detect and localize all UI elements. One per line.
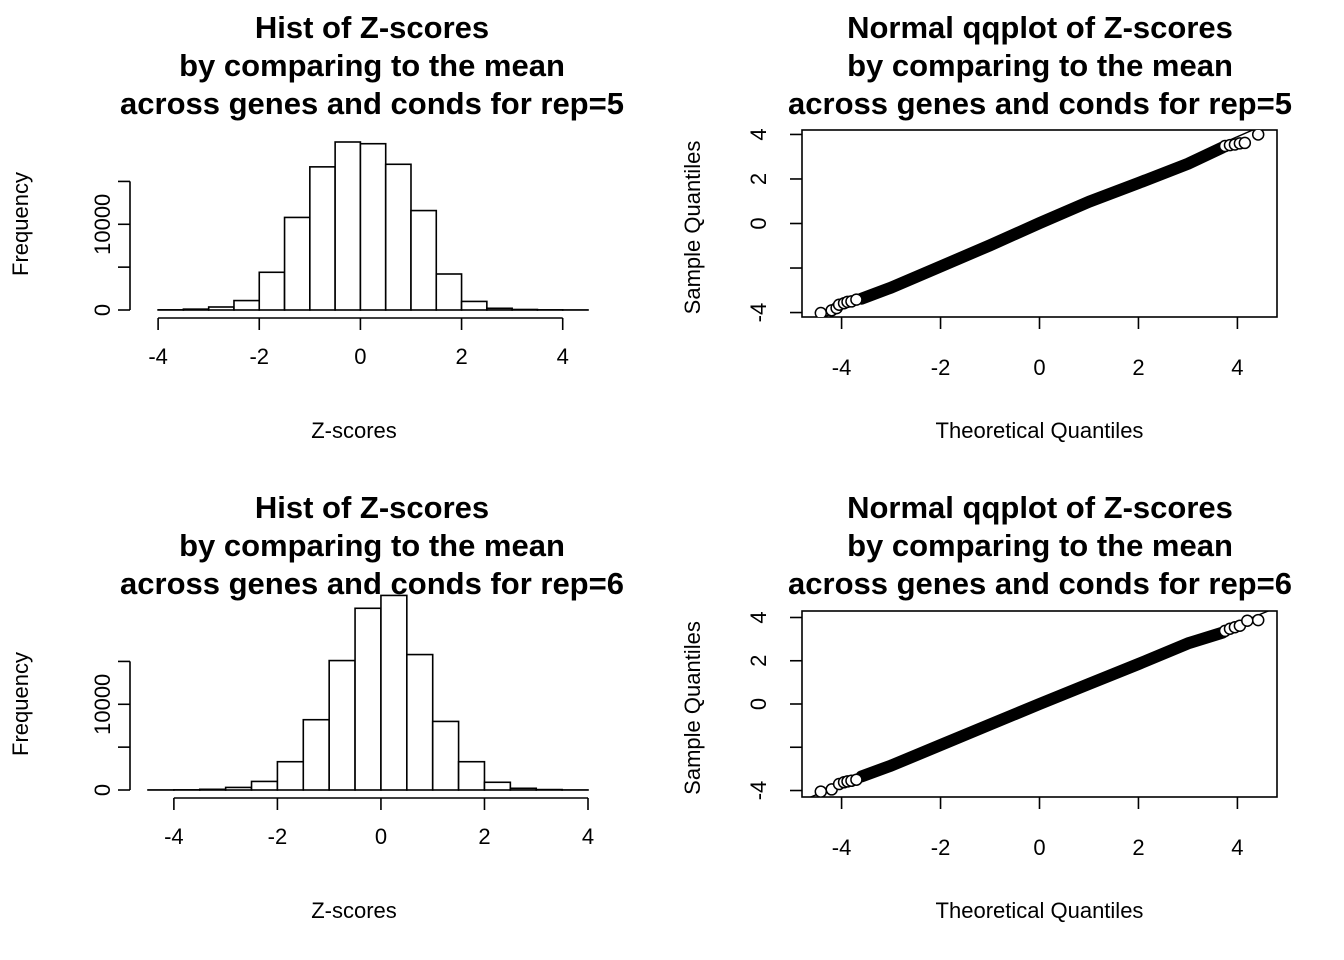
x-axis-label: Z-scores <box>311 898 397 923</box>
x-axis-label: Z-scores <box>311 418 397 443</box>
y-tick-label: 4 <box>746 611 771 623</box>
x-axis-label: Theoretical Quantiles <box>936 418 1144 443</box>
y-tick-label: 0 <box>746 698 771 710</box>
chart-title-line: by comparing to the mean <box>847 48 1233 83</box>
histogram-bar <box>354 607 382 791</box>
x-tick-label: -4 <box>832 355 852 380</box>
x-tick-label: -4 <box>164 824 184 849</box>
x-tick-label: 2 <box>1132 835 1144 860</box>
x-tick-label: 4 <box>582 824 594 849</box>
histogram-bar <box>233 299 261 311</box>
x-tick-label: 2 <box>455 344 467 369</box>
histogram-bar <box>486 307 513 311</box>
chart-title-line: Normal qqplot of Z-scores <box>847 10 1233 45</box>
histogram-bar <box>380 594 408 791</box>
histogram-bar <box>406 653 434 791</box>
y-tick-label: 0 <box>746 217 771 229</box>
histogram-bar <box>334 141 362 311</box>
x-tick-label: 0 <box>1033 835 1045 860</box>
x-tick-label: 2 <box>478 824 490 849</box>
histogram-bar <box>302 718 330 791</box>
chart-title-line: across genes and conds for rep=6 <box>120 566 624 601</box>
histogram-bar <box>283 216 311 311</box>
qq-point <box>1241 614 1254 627</box>
qq-point <box>1238 136 1252 150</box>
y-axis-label: Frequency <box>8 652 33 756</box>
qq-point <box>1251 613 1265 627</box>
histogram-bar <box>431 720 460 791</box>
chart-title-line: by comparing to the mean <box>847 528 1233 563</box>
qq-point <box>1251 130 1265 141</box>
y-tick-label: 2 <box>746 173 771 185</box>
plot-area <box>814 130 1265 317</box>
histogram-bar <box>384 163 412 311</box>
histogram-bar <box>457 760 486 791</box>
qq-point <box>814 306 828 317</box>
y-axis-label: Sample Quantiles <box>680 141 705 315</box>
x-axis-label: Theoretical Quantiles <box>936 898 1144 923</box>
chart-title-line: Hist of Z-scores <box>255 490 489 525</box>
x-tick-label: 0 <box>354 344 366 369</box>
y-tick-label: 10000 <box>90 674 115 735</box>
histogram-bar <box>509 787 538 791</box>
plot-area <box>808 611 1271 797</box>
histogram-bar <box>460 300 488 311</box>
qq-point <box>814 785 828 797</box>
x-tick-label: 2 <box>1132 355 1144 380</box>
qq-point-band <box>855 141 1229 305</box>
x-tick-label: -2 <box>931 355 951 380</box>
histogram-bar <box>276 760 305 791</box>
x-tick-label: -2 <box>931 835 951 860</box>
x-tick-label: -2 <box>249 344 269 369</box>
chart-title-line: Normal qqplot of Z-scores <box>847 490 1233 525</box>
x-tick-label: -4 <box>832 835 852 860</box>
histogram-bar <box>207 306 235 311</box>
chart-title-line: by comparing to the mean <box>179 528 565 563</box>
histogram-bar <box>359 142 387 311</box>
histogram-bar <box>198 788 227 791</box>
chart-title-line: across genes and conds for rep=6 <box>788 566 1292 601</box>
histogram-bar <box>250 780 279 791</box>
x-tick-label: 4 <box>1231 835 1243 860</box>
histogram-bar <box>328 659 356 791</box>
histogram-bar <box>182 308 210 311</box>
y-tick-label: 4 <box>746 128 771 140</box>
histogram-bar <box>511 308 539 311</box>
x-tick-label: 4 <box>557 344 569 369</box>
y-tick-label: 2 <box>746 655 771 667</box>
histogram-bar <box>224 786 253 791</box>
chart-title-line: across genes and conds for rep=5 <box>120 86 624 121</box>
y-axis-label: Sample Quantiles <box>680 621 705 795</box>
x-tick-label: 0 <box>375 824 387 849</box>
chart-title-line: by comparing to the mean <box>179 48 565 83</box>
chart-title-line: Hist of Z-scores <box>255 10 489 45</box>
x-tick-label: 4 <box>1231 355 1243 380</box>
x-tick-label: -2 <box>268 824 288 849</box>
x-tick-label: -4 <box>148 344 168 369</box>
histogram-bar <box>309 166 336 311</box>
qq-point <box>850 773 863 786</box>
histogram-bar <box>435 273 463 311</box>
qq-point <box>850 293 863 306</box>
qq-point-band <box>855 626 1229 783</box>
y-axis-label: Frequency <box>8 172 33 276</box>
histogram-bar <box>258 271 286 311</box>
y-tick-label: 10000 <box>90 194 115 255</box>
histogram-bar <box>483 781 512 791</box>
histogram-bar <box>410 209 438 311</box>
y-tick-label: -4 <box>746 781 771 801</box>
chart-title-line: across genes and conds for rep=5 <box>788 86 1292 121</box>
y-tick-label: 0 <box>90 304 115 316</box>
x-tick-label: 0 <box>1033 355 1045 380</box>
y-tick-label: -4 <box>746 303 771 323</box>
y-tick-label: 0 <box>90 784 115 796</box>
